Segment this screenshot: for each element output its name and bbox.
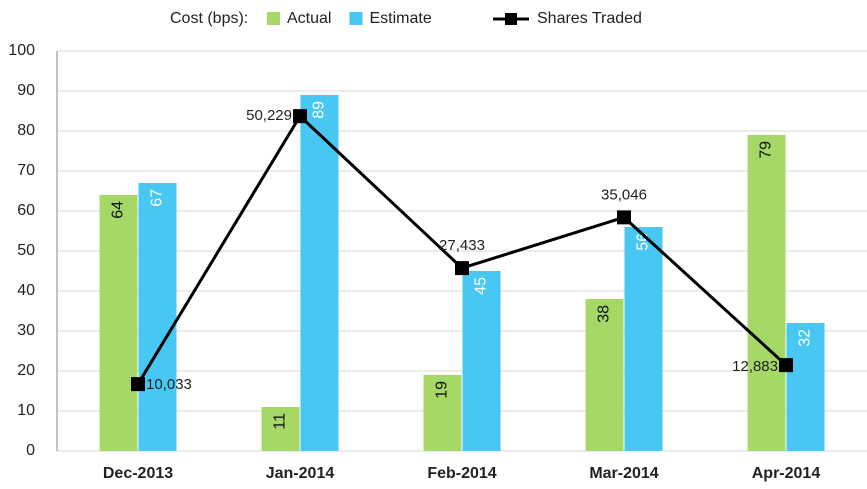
bar-value-label: 89 (311, 101, 328, 119)
line-marker (131, 377, 145, 392)
line-value-label: 27,433 (439, 237, 485, 254)
bar (624, 227, 663, 451)
bar-value-label: 38 (596, 305, 613, 323)
legend-label: Actual (287, 10, 331, 27)
bar-value-label: 32 (797, 329, 814, 347)
bar (747, 135, 786, 451)
legend-swatch (267, 12, 280, 25)
line-marker (617, 210, 631, 225)
line-value-label: 50,229 (246, 107, 292, 124)
y-tick-label: 0 (26, 442, 35, 459)
y-tick-label: 100 (8, 42, 35, 59)
y-tick-label: 50 (17, 242, 35, 259)
line-value-label: 10,033 (146, 376, 192, 393)
bar-value-label: 79 (758, 141, 775, 159)
bar (138, 183, 177, 451)
y-tick-label: 20 (17, 362, 35, 379)
x-tick-label: Dec-2013 (103, 465, 173, 482)
x-tick-label: Mar-2014 (589, 465, 658, 482)
line-marker (779, 358, 793, 373)
x-tick-label: Jan-2014 (266, 465, 335, 482)
line-marker (293, 109, 307, 124)
x-tick-label: Feb-2014 (427, 465, 496, 482)
y-tick-label: 40 (17, 282, 35, 299)
y-tick-label: 70 (17, 162, 35, 179)
y-tick-label: 80 (17, 122, 35, 139)
y-tick-label: 30 (17, 322, 35, 339)
bar (99, 195, 138, 451)
legend-swatch (349, 12, 363, 25)
bar (300, 95, 339, 451)
legend-title: Cost (bps): (170, 10, 248, 27)
bar (261, 407, 300, 451)
x-tick-label: Apr-2014 (752, 465, 821, 482)
y-tick-label: 90 (17, 82, 35, 99)
bar-value-label: 11 (272, 413, 289, 430)
legend-label: Estimate (369, 10, 431, 27)
line-value-label: 12,883 (732, 358, 778, 375)
bar-value-label: 67 (149, 189, 166, 207)
y-tick-label: 10 (17, 402, 35, 419)
bar-value-label: 45 (473, 277, 490, 295)
bar (786, 323, 825, 451)
line-value-label: 35,046 (601, 186, 647, 203)
bar-value-label: 19 (434, 381, 451, 399)
bar (462, 271, 501, 451)
bar-value-label: 64 (110, 201, 127, 219)
legend-label: Shares Traded (537, 10, 642, 27)
bar (423, 375, 462, 451)
line-marker (455, 261, 469, 276)
y-tick-label: 60 (17, 202, 35, 219)
bar (585, 299, 624, 451)
legend-marker (505, 13, 517, 25)
